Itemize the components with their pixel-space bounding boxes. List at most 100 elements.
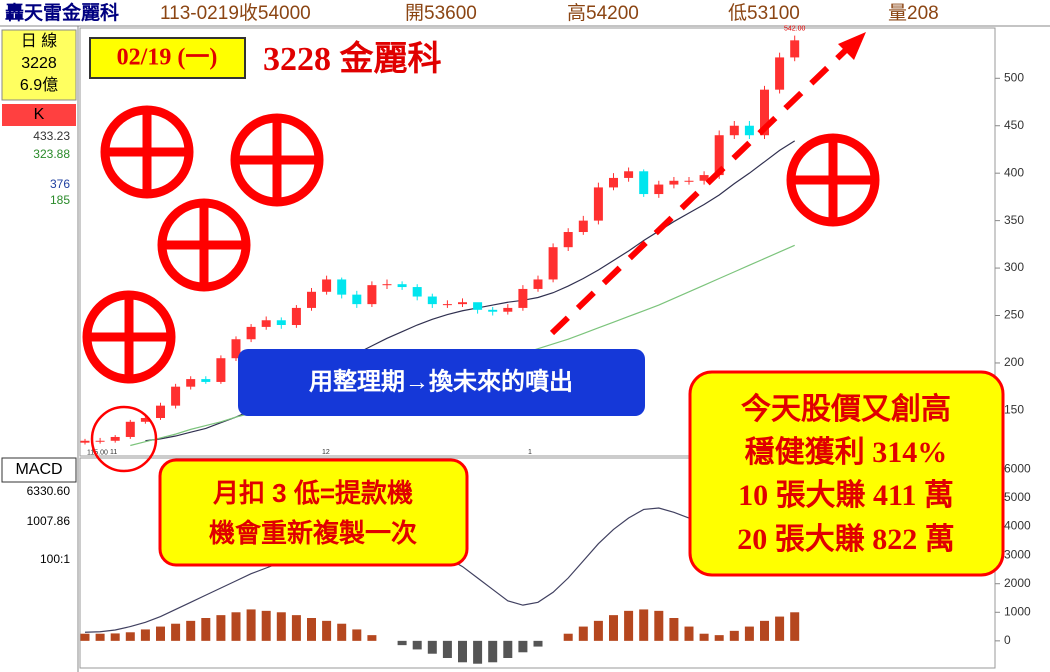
candle-body — [760, 89, 769, 136]
candle-body — [473, 302, 483, 310]
candle-body — [669, 180, 679, 185]
macd-bar — [760, 620, 769, 641]
volume-info: 量208 — [888, 3, 939, 24]
yellow-note-box — [158, 458, 469, 567]
macd-bar — [125, 632, 135, 641]
y-tick-label: 150 — [1004, 403, 1024, 417]
candle-body — [337, 279, 347, 295]
candle-body — [714, 135, 724, 176]
macd-bar — [578, 626, 588, 641]
y-tick-label: 0 — [1004, 633, 1011, 647]
value: 376 — [50, 177, 70, 191]
macd-bar — [654, 610, 664, 641]
y-tick-label: 200 — [1004, 355, 1024, 369]
price-panel — [79, 27, 996, 457]
title: 3228 金麗科 — [263, 39, 442, 78]
arrow-head — [838, 32, 866, 60]
macd-bar — [427, 640, 437, 654]
period: 日 線 — [21, 32, 57, 50]
close-info: 113-0219收54000 — [160, 2, 311, 24]
candle-body — [639, 171, 649, 195]
macd-bar — [744, 626, 754, 641]
candle-body — [427, 296, 437, 305]
candle-body — [156, 405, 165, 418]
candle-body — [412, 287, 422, 297]
macd-bar — [442, 640, 452, 658]
macd-bar — [473, 640, 483, 664]
candle-body — [548, 247, 558, 280]
candle-body — [110, 436, 120, 441]
blue-note-box — [238, 349, 645, 416]
y-tick-label: 400 — [1004, 165, 1024, 179]
date-box — [89, 37, 246, 79]
k-box — [2, 104, 76, 126]
red-note: 今天股價又創高 — [741, 392, 951, 426]
cross-symbols — [82, 105, 880, 384]
candle-body — [442, 304, 452, 306]
candle-body — [518, 288, 528, 308]
candle-body — [533, 279, 543, 289]
y-tick-label: 1000 — [1004, 604, 1031, 618]
red-note: 10 張大賺 411 萬 — [738, 479, 954, 512]
blue-note: 用整理期→換未來的噴出 — [309, 367, 573, 395]
red-note: 20 張大賺 822 萬 — [737, 523, 955, 556]
stock-name: 轟天雷金麗科 — [5, 1, 119, 24]
plot: 1502002503003504004505000100020003000400… — [80, 25, 1031, 664]
macd-bar — [201, 618, 211, 641]
high-info: 高54200 — [567, 2, 639, 24]
candle-body — [563, 232, 573, 248]
macd-bar — [775, 616, 785, 641]
y-tick-label: 5000 — [1004, 490, 1031, 504]
start-circle — [90, 405, 158, 473]
x-tick-label: 11 — [110, 449, 117, 456]
candle-body — [261, 320, 271, 327]
candle-body — [140, 417, 150, 422]
macd-label: MACD — [15, 461, 62, 478]
candle-body — [80, 440, 90, 443]
candle-body — [729, 125, 739, 136]
candle-body — [593, 187, 603, 221]
candle-body — [246, 326, 256, 340]
candle-body — [458, 302, 467, 305]
y-tick-label: 4000 — [1004, 519, 1031, 533]
y-tick-label: 6000 — [1004, 462, 1031, 476]
yellow-note: 機會重新複製一次 — [209, 518, 417, 548]
red-note: 穩健獲利 314% — [745, 436, 948, 469]
y-tick-label: 350 — [1004, 213, 1024, 227]
candle-body — [276, 320, 286, 326]
macd-bar — [171, 623, 181, 641]
candle-body — [186, 379, 196, 387]
value: 6330.60 — [27, 484, 71, 498]
candle-body — [503, 307, 513, 312]
macd-bar — [80, 633, 90, 641]
candle-body — [654, 184, 664, 195]
macd-bar — [246, 609, 256, 641]
high-label: 542.00 — [784, 25, 806, 32]
candle-body — [352, 294, 362, 305]
macd-bar — [624, 610, 634, 641]
y-tick-label: 3000 — [1004, 547, 1031, 561]
candle-body — [397, 284, 407, 288]
candle-body — [307, 291, 316, 308]
candle-body — [125, 421, 135, 437]
low-label: 115.00 — [87, 449, 108, 456]
value: 433.23 — [33, 129, 70, 143]
macd-bar — [397, 640, 407, 646]
macd-bar — [729, 630, 739, 641]
candle-body — [231, 339, 241, 359]
candle-body — [367, 285, 377, 305]
macd-bar — [488, 640, 498, 663]
y-tick-label: 300 — [1004, 260, 1024, 274]
candle-body — [382, 284, 392, 286]
macd-bar — [503, 640, 513, 658]
macd-bar — [337, 623, 347, 641]
candle-body — [790, 40, 800, 58]
trend-arrow — [549, 45, 851, 336]
code: 3228 — [21, 55, 57, 72]
amount: 6.9億 — [20, 76, 58, 94]
candle-body — [609, 177, 618, 188]
candle-body — [624, 171, 634, 178]
macd-bar — [684, 626, 694, 641]
